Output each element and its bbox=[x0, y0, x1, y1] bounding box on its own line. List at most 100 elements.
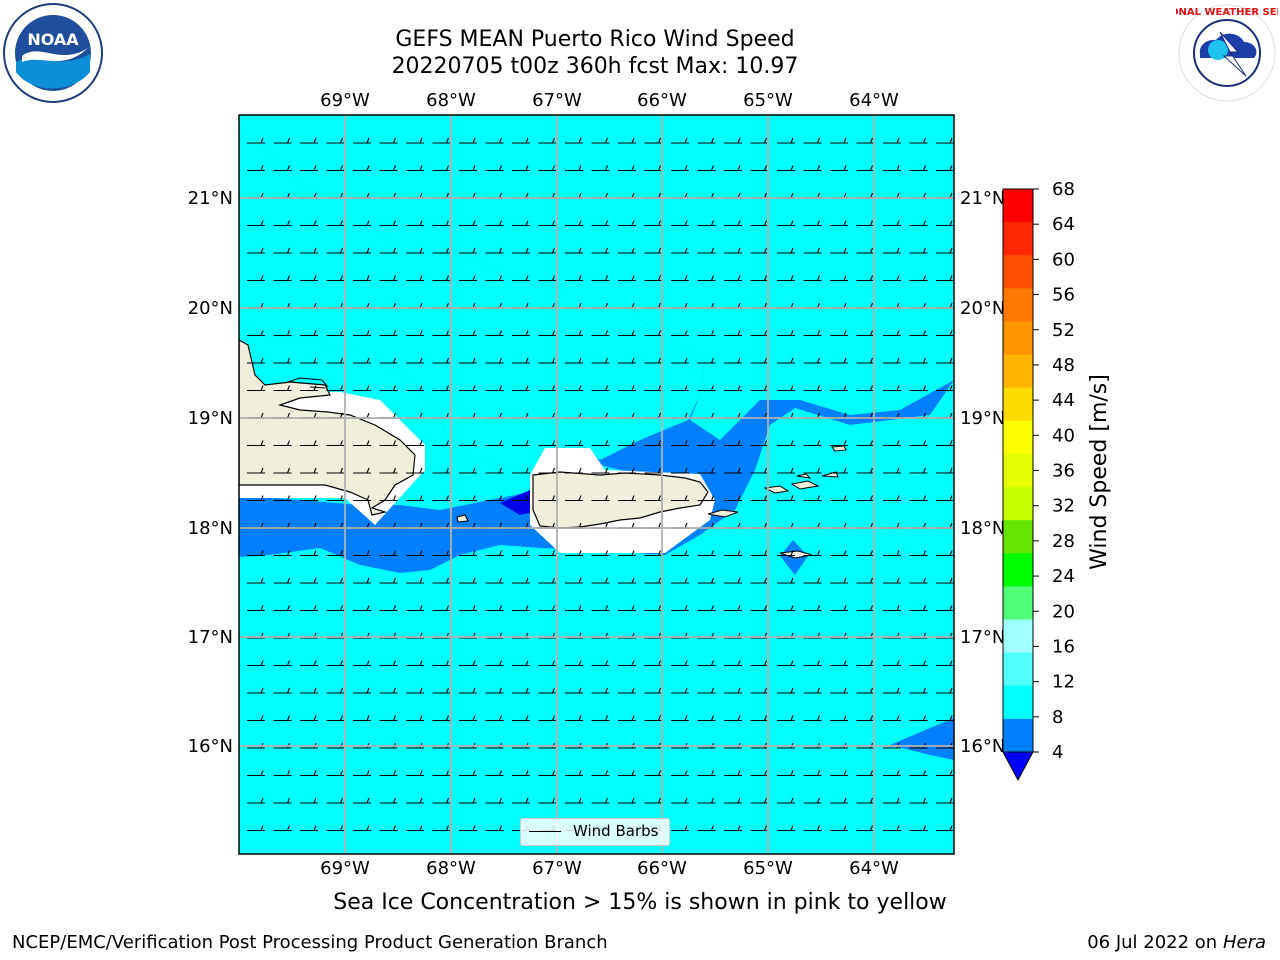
land-virgin-islands bbox=[763, 445, 847, 494]
wind-barb bbox=[936, 495, 954, 502]
colorbar-tick-label: 12 bbox=[1052, 672, 1075, 693]
colorbar-segment bbox=[1003, 189, 1033, 223]
wind-barb bbox=[565, 550, 583, 557]
svg-text:NATIONAL WEATHER SERVICE: NATIONAL WEATHER SERVICE bbox=[1176, 7, 1278, 18]
wind-barb bbox=[697, 330, 716, 337]
colorbar-segment bbox=[1003, 288, 1033, 322]
wind-barb bbox=[777, 605, 795, 612]
wind-barb bbox=[830, 577, 848, 584]
wind-barb bbox=[353, 550, 371, 557]
wind-barb bbox=[777, 825, 795, 832]
wind-barb bbox=[856, 660, 875, 667]
wind-barb bbox=[750, 825, 769, 832]
colorbar-segment bbox=[1003, 685, 1033, 720]
wind-barb bbox=[459, 357, 477, 364]
wind-barb bbox=[644, 715, 663, 722]
wind-barb bbox=[512, 330, 530, 337]
wind-barb bbox=[326, 687, 345, 694]
wind-barb bbox=[724, 247, 742, 254]
wind-barb bbox=[750, 495, 769, 502]
wind-barb bbox=[750, 660, 769, 667]
lon-label: 69°W bbox=[320, 858, 370, 879]
wind-barb bbox=[300, 165, 318, 172]
wind-barb bbox=[750, 275, 769, 282]
wind-barb bbox=[247, 687, 265, 694]
lat-label: 17°N bbox=[960, 627, 1005, 648]
wind-barb bbox=[883, 440, 901, 447]
wind-barb bbox=[856, 825, 875, 832]
wind-barb bbox=[671, 137, 689, 144]
wind-barb bbox=[856, 220, 875, 227]
wind-barb bbox=[803, 577, 822, 584]
wind-barb bbox=[697, 275, 716, 282]
map-plot-area bbox=[239, 115, 954, 854]
wind-barb bbox=[459, 577, 477, 584]
wind-barb bbox=[830, 825, 848, 832]
wind-barb bbox=[830, 220, 848, 227]
wind-barb bbox=[459, 247, 477, 254]
wind-barb bbox=[353, 247, 371, 254]
wind-barb bbox=[326, 797, 345, 804]
lat-label: 20°N bbox=[188, 298, 233, 319]
wind-barb bbox=[671, 385, 689, 392]
wind-barb bbox=[750, 357, 769, 364]
wind-barb bbox=[432, 495, 451, 502]
wind-barb bbox=[353, 715, 371, 722]
wind-barb bbox=[273, 825, 292, 832]
colorbar-segment bbox=[1003, 619, 1033, 654]
wind-barb bbox=[326, 440, 345, 447]
wind-barb bbox=[565, 797, 583, 804]
wind-barb bbox=[724, 797, 742, 804]
wind-barb bbox=[830, 467, 848, 474]
wind-barb bbox=[406, 357, 424, 364]
wind-barb bbox=[618, 797, 636, 804]
wind-barb bbox=[936, 687, 954, 694]
wind-barb bbox=[856, 385, 875, 392]
wind-barb bbox=[618, 715, 636, 722]
colorbar-segment bbox=[1003, 652, 1033, 687]
wind-barb bbox=[803, 330, 822, 337]
wind-barb bbox=[406, 797, 424, 804]
wind-barb bbox=[644, 797, 663, 804]
wind-barb bbox=[353, 440, 371, 447]
wind-barb bbox=[459, 770, 477, 777]
wind-barb bbox=[591, 550, 610, 557]
wind-barb bbox=[697, 660, 716, 667]
wind-barb bbox=[856, 715, 875, 722]
wind-barb bbox=[432, 357, 451, 364]
wind-barb bbox=[777, 660, 795, 667]
wind-barb bbox=[406, 605, 424, 612]
wind-barb bbox=[591, 165, 610, 172]
wind-barb bbox=[856, 687, 875, 694]
wind-barb bbox=[909, 797, 928, 804]
wind-barb bbox=[856, 247, 875, 254]
wind-barb bbox=[247, 220, 265, 227]
wind-barb bbox=[406, 495, 424, 502]
wind-barb bbox=[591, 330, 610, 337]
wind-barb bbox=[909, 440, 928, 447]
wind-barb bbox=[273, 440, 292, 447]
wind-barb bbox=[485, 495, 504, 502]
wind-barb bbox=[724, 660, 742, 667]
wind-barb bbox=[724, 715, 742, 722]
wind-barb bbox=[485, 220, 504, 227]
wind-barb bbox=[379, 825, 398, 832]
wind-barb bbox=[883, 165, 901, 172]
wind-barb bbox=[512, 165, 530, 172]
wind-barb bbox=[459, 467, 477, 474]
wind-barb bbox=[644, 660, 663, 667]
colorbar-segment bbox=[1003, 387, 1033, 422]
wind-barb bbox=[273, 770, 292, 777]
wind-barb bbox=[300, 577, 318, 584]
wind-barb bbox=[247, 605, 265, 612]
land-hispaniola bbox=[239, 339, 416, 516]
wind-barb bbox=[697, 687, 716, 694]
wind-barb bbox=[538, 605, 557, 612]
wind-barb bbox=[326, 220, 345, 227]
wind-barb bbox=[485, 797, 504, 804]
lon-label: 67°W bbox=[532, 858, 582, 879]
wind-barb bbox=[856, 330, 875, 337]
lat-label: 19°N bbox=[188, 408, 233, 429]
wind-barb bbox=[379, 275, 398, 282]
wind-barb bbox=[777, 440, 795, 447]
